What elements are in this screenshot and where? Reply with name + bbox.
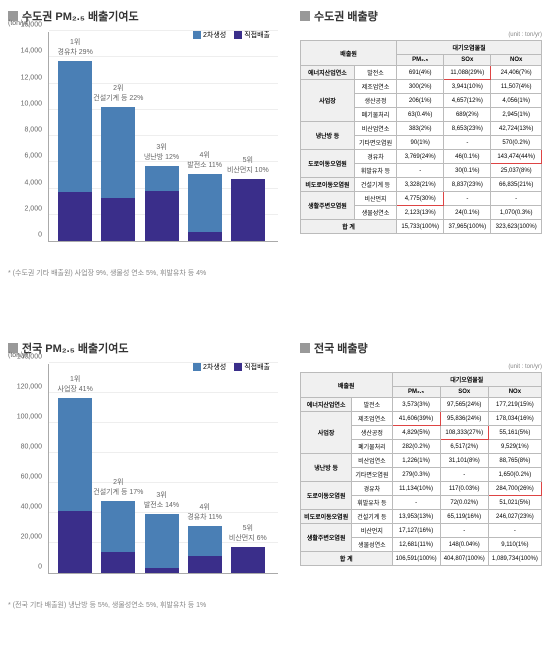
chart2-title: 전국 PM₂.₅ 배출기여도: [8, 340, 288, 356]
table-national: 전국 배출량 (unit : ton/yr) 배출원대기오염물질PM₂.₅SOx…: [300, 340, 542, 650]
chart2-area: 2차생성직접배출(ton/yr)020,00040,00060,00080,00…: [8, 364, 278, 594]
chart-metro: 수도권 PM₂.₅ 배출기여도 2차생성직접배출(ton/yr)02,0004,…: [8, 8, 288, 318]
table-metro: 수도권 배출량 (unit : ton/yr) 배출원대기오염물질PM₂.₅SO…: [300, 8, 542, 318]
table1-unit: (unit : ton/yr): [300, 32, 542, 38]
table1-title: 수도권 배출량: [300, 8, 542, 24]
table1-title-text: 수도권 배출량: [314, 8, 378, 24]
title-icon: [300, 11, 310, 21]
chart2-footnote: * (전국 기타 배출원) 냉난방 등 5%, 생물성연소 5%, 휘발유차 등…: [8, 600, 288, 610]
chart1-footnote: * (수도권 기타 배출원) 사업장 9%, 생물성 연소 5%, 휘발유차 등…: [8, 268, 288, 278]
chart1-title: 수도권 PM₂.₅ 배출기여도: [8, 8, 288, 24]
chart-national: 전국 PM₂.₅ 배출기여도 2차생성직접배출(ton/yr)020,00040…: [8, 340, 288, 650]
table2-title: 전국 배출량: [300, 340, 542, 356]
table2-container: 배출원대기오염물질PM₂.₅SOxNOx에너지산업연소발전소3,573(3%)9…: [300, 372, 542, 566]
table2-unit: (unit : ton/yr): [300, 364, 542, 370]
table1-container: 배출원대기오염물질PM₂.₅SOxNOx에너지산업연소발전소691(4%)11,…: [300, 40, 542, 234]
title-icon: [300, 343, 310, 353]
table2-title-text: 전국 배출량: [314, 340, 368, 356]
chart1-area: 2차생성직접배출(ton/yr)02,0004,0006,0008,00010,…: [8, 32, 278, 262]
